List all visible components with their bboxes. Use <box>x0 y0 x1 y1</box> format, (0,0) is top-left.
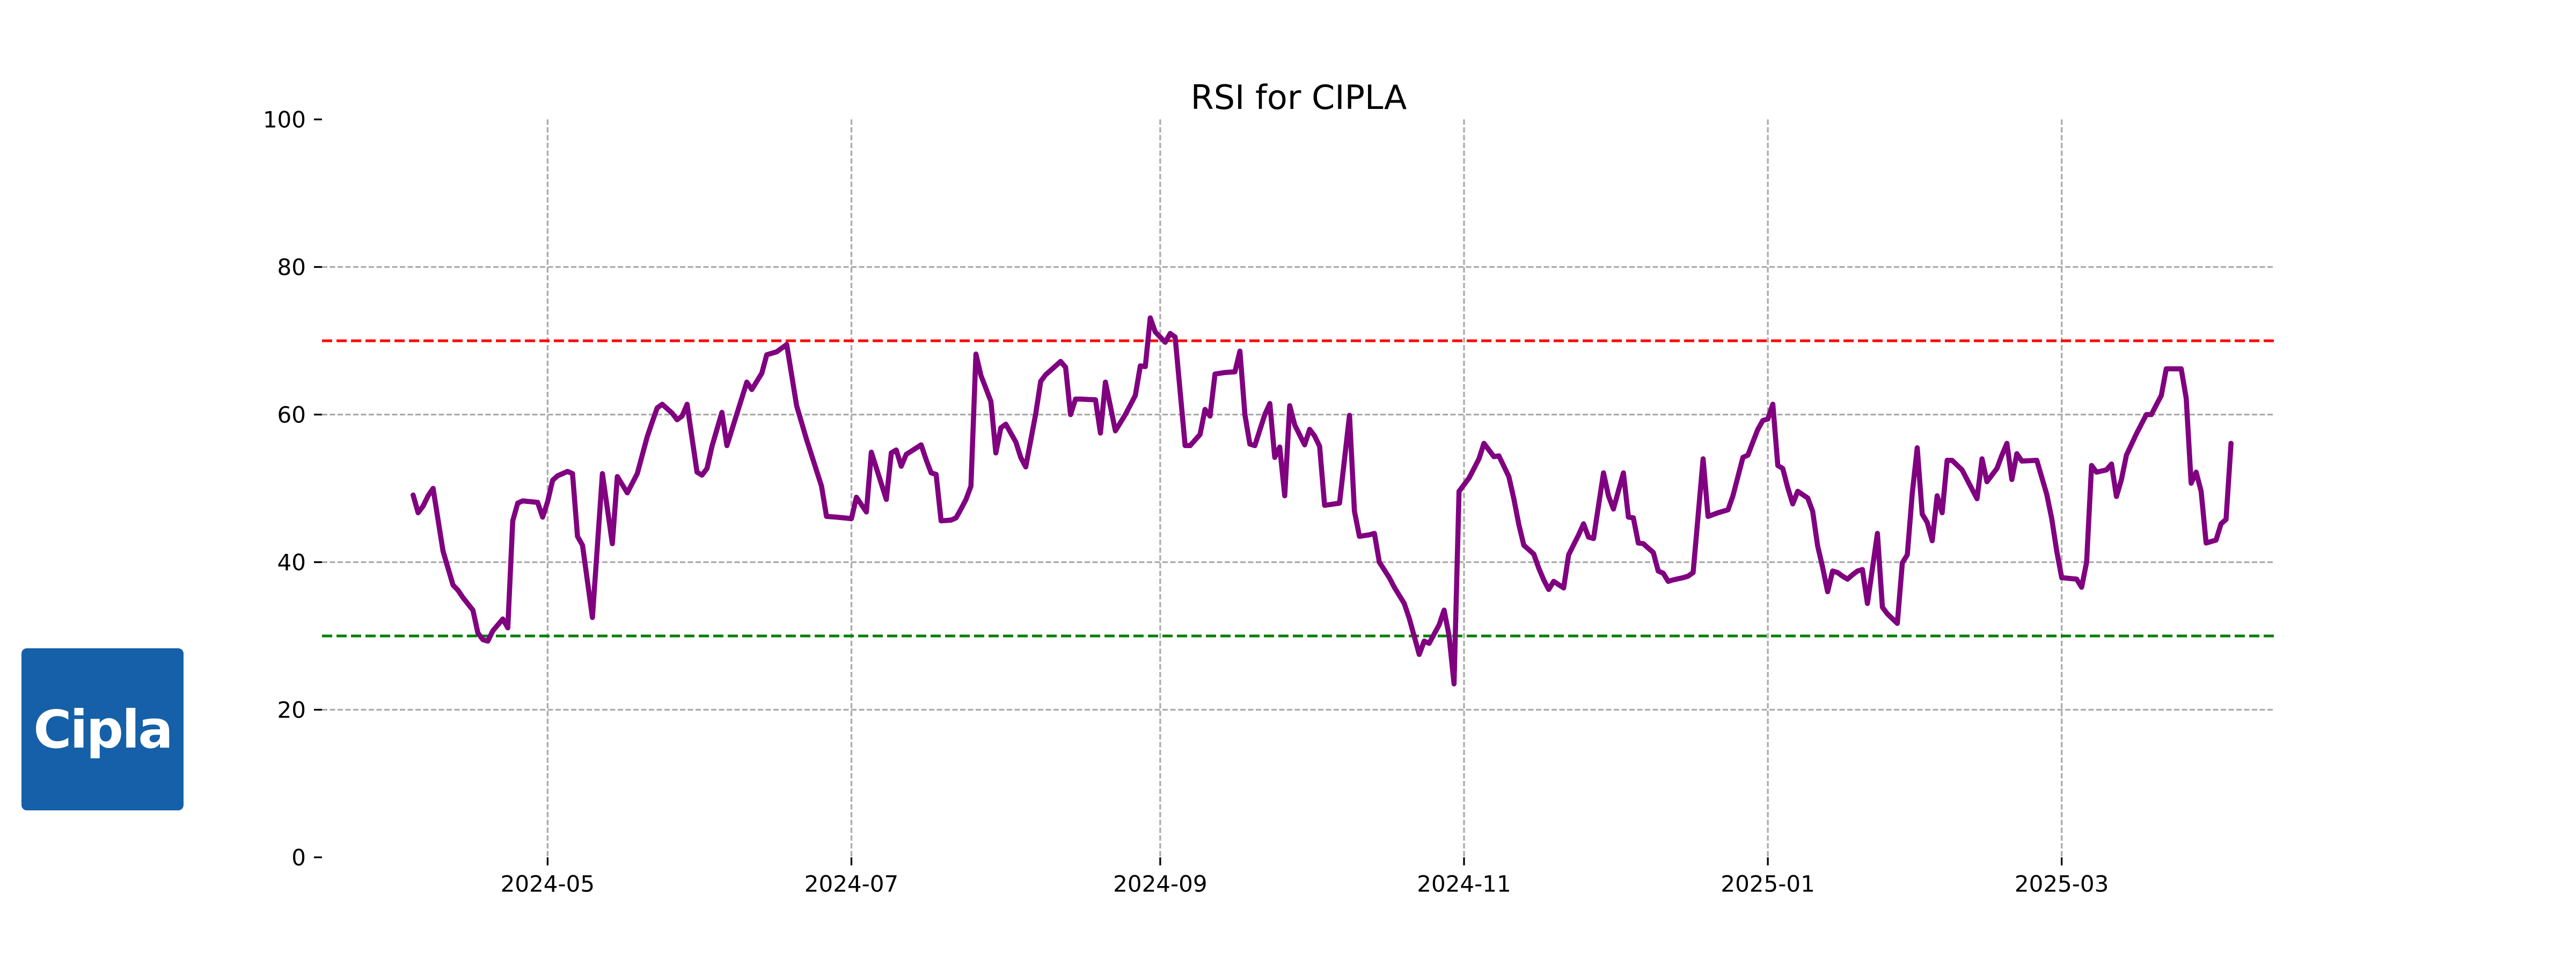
cipla-logo: Cipla <box>21 648 184 810</box>
rsi-line <box>411 315 2234 687</box>
y-tick-label: 40 <box>277 550 306 576</box>
x-tick-label: 2024-11 <box>1417 871 1511 897</box>
y-tick-label: 80 <box>277 254 306 281</box>
reference-lines <box>322 339 2274 638</box>
y-tick-label: 20 <box>277 697 306 723</box>
x-axis: 2024-05 2024-07 2024-09 2024-11 2025-01 2025-… <box>501 857 2109 897</box>
x-tick-label: 2025-01 <box>1721 871 1815 897</box>
y-axis: 0 20 40 60 80 100 <box>263 107 322 871</box>
cipla-logo-text: Cipla <box>33 699 173 760</box>
x-tick-label: 2024-09 <box>1113 871 1208 897</box>
x-tick-label: 2025-03 <box>2015 871 2109 897</box>
y-tick-label: 60 <box>277 402 306 428</box>
y-tick-label: 0 <box>291 845 306 871</box>
y-tick-label: 100 <box>263 107 306 133</box>
x-tick-label: 2024-07 <box>804 871 899 897</box>
chart-title: RSI for CIPLA <box>1191 78 1407 117</box>
x-tick-label: 2024-05 <box>501 871 595 897</box>
